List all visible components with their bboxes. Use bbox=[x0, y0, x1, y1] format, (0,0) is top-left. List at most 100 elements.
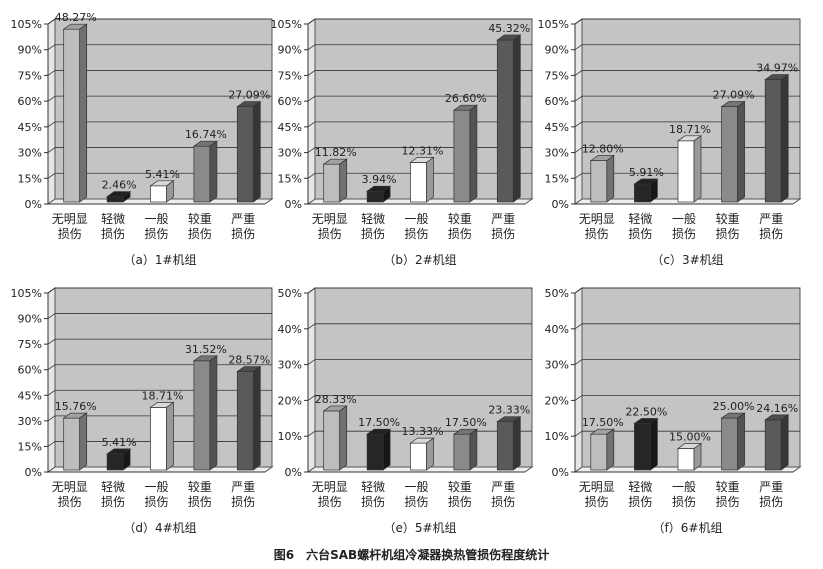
gridline-side bbox=[574, 18, 583, 25]
bar-side bbox=[382, 428, 391, 471]
y-tick-label: 75% bbox=[545, 69, 569, 82]
gridline-side bbox=[307, 430, 316, 437]
gridline-side bbox=[47, 389, 56, 396]
bar-front bbox=[63, 28, 81, 203]
y-tick-label: 40% bbox=[545, 323, 569, 336]
bar-side bbox=[469, 104, 478, 203]
data-label: 31.52% bbox=[185, 343, 227, 356]
x-tick-label: 损伤 bbox=[585, 495, 609, 509]
data-label: 22.50% bbox=[625, 405, 667, 418]
y-tick-label: 15% bbox=[18, 172, 42, 185]
data-label: 34.97% bbox=[756, 62, 798, 75]
x-tick-label: 轻微 bbox=[628, 212, 652, 226]
gridline-side bbox=[574, 44, 583, 51]
bar-front bbox=[323, 410, 341, 471]
y-tick-label: 20% bbox=[278, 394, 302, 407]
x-tick-label: 严重 bbox=[231, 212, 255, 226]
gridline-side bbox=[574, 147, 583, 153]
bar bbox=[236, 100, 262, 203]
bar-side bbox=[693, 135, 702, 203]
bar-side bbox=[166, 180, 174, 203]
y-tick-label: 90% bbox=[545, 44, 569, 57]
bar-front bbox=[764, 419, 782, 471]
y-tick-label: 75% bbox=[278, 69, 302, 82]
bar bbox=[633, 417, 659, 471]
bar-side bbox=[780, 414, 789, 471]
gridline-side bbox=[574, 323, 583, 330]
bar bbox=[322, 158, 348, 203]
figure-caption: 图6 六台SAB螺杆机组冷凝器换热管损伤程度统计 bbox=[273, 548, 550, 562]
x-tick-label: 轻微 bbox=[361, 480, 385, 494]
gridline-side bbox=[574, 95, 583, 102]
plot-side-wall bbox=[307, 287, 316, 473]
bar-side bbox=[79, 412, 88, 471]
bar-side bbox=[650, 417, 658, 471]
bar-side bbox=[512, 34, 521, 203]
y-tick-label: 15% bbox=[18, 440, 42, 453]
data-label: 25.00% bbox=[713, 400, 755, 413]
bar bbox=[236, 365, 262, 471]
y-tick-label: 75% bbox=[18, 338, 42, 351]
x-tick-label: 一般 bbox=[404, 211, 428, 226]
bar-side bbox=[252, 365, 261, 471]
y-tick-label: 0% bbox=[25, 198, 42, 211]
chart-title: （e）5#机组 bbox=[383, 521, 456, 535]
y-tick-label: 0% bbox=[285, 198, 302, 211]
bar bbox=[149, 180, 175, 203]
y-tick-label: 0% bbox=[25, 466, 42, 479]
y-tick-label: 105% bbox=[11, 18, 42, 31]
data-label: 27.09% bbox=[228, 89, 270, 102]
x-tick-label: 损伤 bbox=[144, 495, 168, 509]
data-label: 11.82% bbox=[315, 146, 357, 159]
x-tick-label: 一般 bbox=[672, 211, 696, 226]
x-tick-label: 较重 bbox=[716, 211, 740, 226]
bar-side bbox=[382, 185, 391, 203]
bar bbox=[366, 428, 392, 471]
x-tick-label: 损伤 bbox=[404, 495, 428, 509]
x-tick-label: 一般 bbox=[144, 211, 168, 226]
data-label: 18.71% bbox=[142, 389, 184, 402]
bar bbox=[106, 448, 132, 471]
x-tick-label: 损伤 bbox=[585, 227, 609, 241]
x-tick-label: 损伤 bbox=[231, 495, 255, 509]
bar-side bbox=[426, 437, 434, 471]
y-tick-label: 15% bbox=[278, 172, 302, 185]
y-tick-label: 15% bbox=[545, 172, 569, 185]
gridline-side bbox=[574, 430, 583, 437]
bar-front bbox=[193, 145, 211, 203]
x-tick-label: 损伤 bbox=[361, 227, 385, 241]
bar-front bbox=[236, 106, 254, 203]
bar-side bbox=[209, 140, 218, 203]
y-tick-label: 90% bbox=[278, 44, 302, 57]
y-tick-label: 30% bbox=[545, 359, 569, 372]
x-tick-label: 损伤 bbox=[491, 227, 515, 241]
bar-front bbox=[366, 433, 384, 471]
gridline-side bbox=[307, 359, 316, 365]
bar bbox=[62, 412, 88, 471]
gridline-side bbox=[47, 441, 56, 447]
data-label: 17.50% bbox=[445, 416, 487, 429]
gridline-side bbox=[307, 70, 316, 76]
x-tick-label: 损伤 bbox=[231, 227, 255, 241]
bar bbox=[676, 442, 703, 471]
x-tick-label: 轻微 bbox=[101, 212, 125, 226]
y-tick-label: 30% bbox=[278, 147, 302, 160]
bar bbox=[720, 100, 746, 203]
y-tick-label: 60% bbox=[18, 364, 42, 377]
y-tick-label: 30% bbox=[18, 147, 42, 160]
x-tick-label: 损伤 bbox=[188, 495, 212, 509]
gridline-side bbox=[307, 95, 316, 102]
bar bbox=[452, 104, 478, 203]
x-tick-label: 较重 bbox=[448, 211, 472, 226]
bar bbox=[106, 190, 132, 203]
gridline-side bbox=[574, 287, 583, 294]
bar bbox=[192, 140, 218, 203]
gridline-side bbox=[307, 147, 316, 153]
y-tick-label: 60% bbox=[18, 95, 42, 108]
bar-front bbox=[634, 183, 651, 203]
gridline-side bbox=[47, 313, 56, 319]
gridline-side bbox=[307, 395, 316, 401]
x-tick-label: 无明显 bbox=[312, 480, 348, 494]
bar bbox=[149, 401, 175, 471]
